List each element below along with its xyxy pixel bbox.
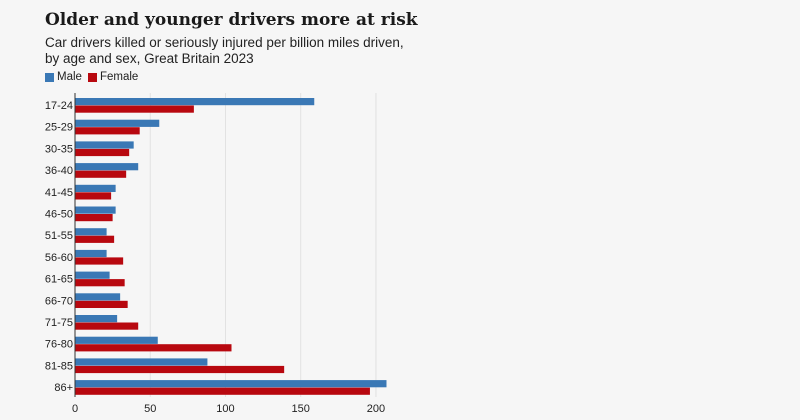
bar-female-66-70 bbox=[75, 300, 128, 308]
bar-female-71-75 bbox=[75, 322, 139, 330]
bar-female-17-24 bbox=[75, 105, 194, 113]
category-label: 51-55 bbox=[45, 230, 73, 242]
legend-swatch-female bbox=[87, 72, 97, 82]
category-label: 25-29 bbox=[45, 122, 73, 134]
bar-male-56-60 bbox=[75, 249, 107, 258]
bar-female-76-80 bbox=[75, 344, 232, 352]
bar-male-51-55 bbox=[75, 228, 107, 236]
bar-male-76-80 bbox=[75, 336, 158, 344]
bar-male-71-75 bbox=[75, 315, 118, 323]
legend-label-male: Male bbox=[57, 71, 82, 83]
legend-swatch-male bbox=[45, 72, 54, 82]
category-label: 41-45 bbox=[45, 187, 73, 199]
x-tick-label: 50 bbox=[144, 403, 156, 415]
legend-item-female: Female bbox=[87, 71, 139, 83]
legend-item-male: Male bbox=[45, 71, 82, 83]
bar-female-86+ bbox=[75, 387, 370, 395]
category-label: 86+ bbox=[54, 382, 73, 394]
bar-male-61-65 bbox=[75, 271, 110, 279]
category-label: 56-60 bbox=[45, 252, 73, 264]
bar-male-25-29 bbox=[75, 119, 160, 127]
bar-male-81-85 bbox=[75, 358, 208, 366]
chart-subtitle: Car drivers killed or seriously injured … bbox=[45, 35, 404, 66]
bar-female-51-55 bbox=[75, 235, 115, 243]
bar-female-81-85 bbox=[75, 365, 285, 374]
bar-male-36-40 bbox=[75, 163, 139, 171]
chart-title: Older and younger drivers more at risk bbox=[45, 10, 418, 30]
x-tick-label: 100 bbox=[216, 403, 234, 415]
bar-female-25-29 bbox=[75, 127, 140, 135]
category-label: 81-85 bbox=[45, 360, 73, 372]
bar-female-30-35 bbox=[75, 148, 130, 157]
category-label: 36-40 bbox=[45, 165, 73, 177]
bar-female-46-50 bbox=[75, 214, 113, 222]
legend: Male Female bbox=[45, 71, 144, 83]
bar-male-86+ bbox=[75, 380, 387, 388]
bar-male-17-24 bbox=[75, 98, 315, 106]
category-label: 30-35 bbox=[45, 143, 73, 155]
legend-label-female: Female bbox=[99, 71, 139, 83]
category-label: 71-75 bbox=[45, 317, 73, 329]
x-tick-label: 200 bbox=[367, 403, 385, 415]
bar-male-30-35 bbox=[75, 141, 134, 149]
category-label: 66-70 bbox=[45, 295, 73, 307]
bar-female-56-60 bbox=[75, 257, 124, 265]
bar-female-36-40 bbox=[75, 170, 127, 178]
bar-male-46-50 bbox=[75, 206, 116, 214]
category-label: 17-24 bbox=[45, 100, 73, 112]
category-label: 46-50 bbox=[45, 209, 73, 221]
bar-female-41-45 bbox=[75, 192, 112, 200]
bar-male-41-45 bbox=[75, 184, 116, 192]
x-tick-label: 150 bbox=[292, 403, 310, 415]
bar-male-66-70 bbox=[75, 293, 121, 301]
bar-female-61-65 bbox=[75, 279, 125, 287]
x-tick-label: 0 bbox=[72, 403, 78, 415]
category-label: 61-65 bbox=[45, 274, 73, 286]
category-label: 76-80 bbox=[45, 339, 73, 351]
